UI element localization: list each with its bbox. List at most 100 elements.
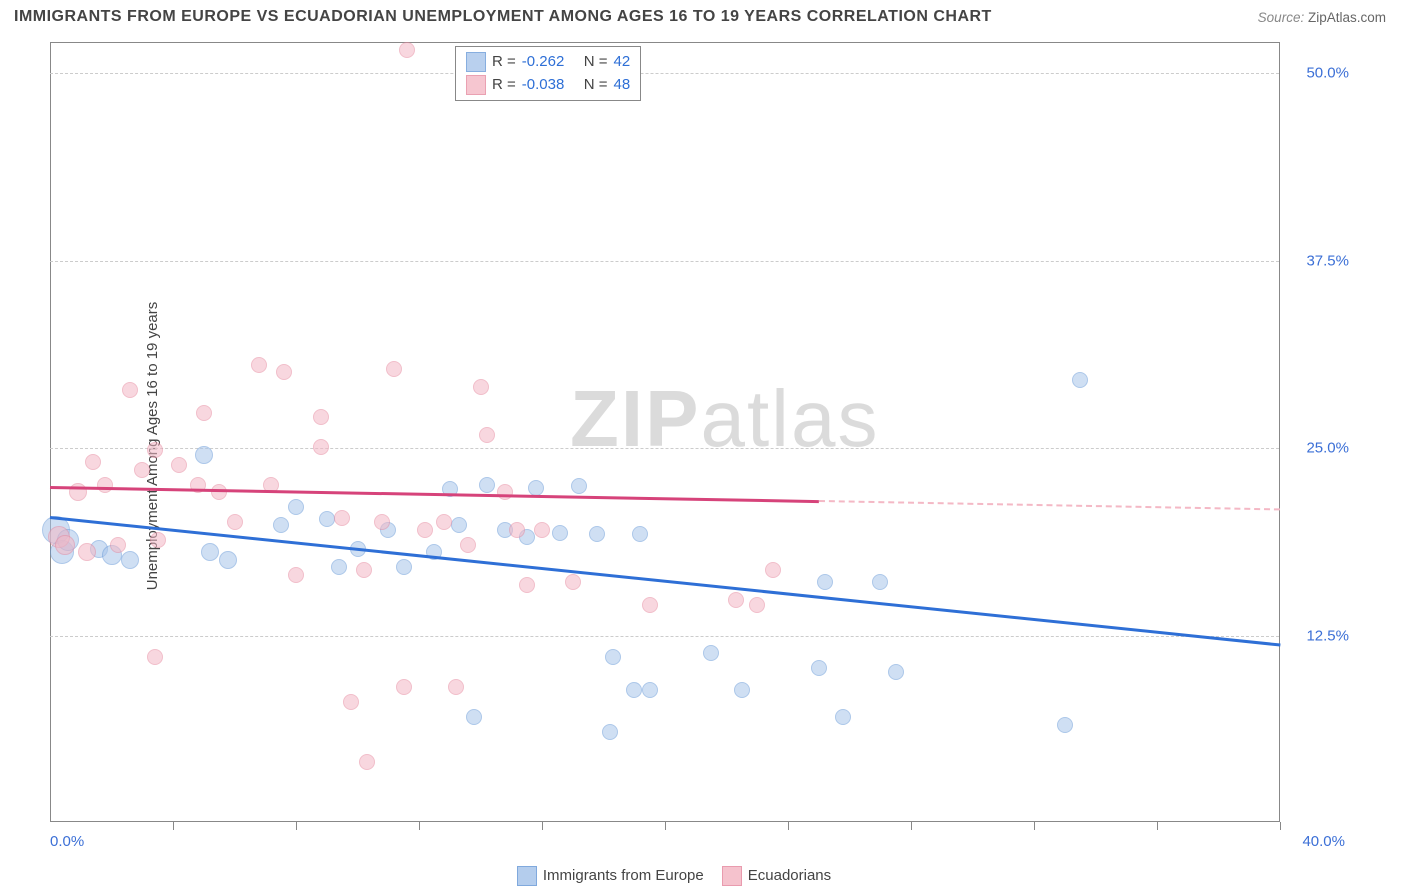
data-point	[319, 511, 335, 527]
x-tick	[1280, 822, 1281, 830]
x-tick	[911, 822, 912, 830]
scatter-plot-area: ZIPatlas 12.5%25.0%37.5%50.0%0.0%40.0%	[50, 42, 1280, 822]
data-point	[147, 649, 163, 665]
y-tick-label: 25.0%	[1289, 440, 1349, 457]
data-point	[147, 442, 163, 458]
data-point	[313, 439, 329, 455]
data-point	[605, 649, 621, 665]
watermark-bold: ZIP	[570, 374, 700, 463]
trend-line-dashed	[819, 500, 1280, 510]
data-point	[479, 427, 495, 443]
r-value: -0.262	[522, 51, 578, 74]
data-point	[466, 709, 482, 725]
data-point	[121, 551, 139, 569]
source-attribution: Source: ZipAtlas.com	[1258, 10, 1386, 25]
n-value: 48	[614, 74, 631, 97]
data-point	[589, 526, 605, 542]
legend-swatch	[722, 866, 742, 886]
y-tick-label: 37.5%	[1289, 252, 1349, 269]
data-point	[888, 664, 904, 680]
n-label: N =	[584, 74, 608, 97]
legend-series: Immigrants from EuropeEcuadorians	[50, 866, 1280, 886]
data-point	[642, 682, 658, 698]
x-tick	[788, 822, 789, 830]
data-point	[734, 682, 750, 698]
data-point	[196, 405, 212, 421]
data-point	[642, 597, 658, 613]
x-tick	[419, 822, 420, 830]
data-point	[97, 477, 113, 493]
legend-swatch	[466, 52, 486, 72]
legend-swatch	[466, 75, 486, 95]
gridline-horizontal	[50, 261, 1279, 262]
y-tick-label: 50.0%	[1289, 65, 1349, 82]
x-tick-label-end: 40.0%	[1302, 833, 1345, 850]
data-point	[571, 478, 587, 494]
data-point	[251, 357, 267, 373]
data-point	[78, 543, 96, 561]
watermark-rest: atlas	[700, 374, 879, 463]
data-point	[626, 682, 642, 698]
data-point	[55, 535, 75, 555]
data-point	[749, 597, 765, 613]
data-point	[519, 577, 535, 593]
data-point	[374, 514, 390, 530]
data-point	[497, 484, 513, 500]
data-point	[1072, 372, 1088, 388]
data-point	[436, 514, 452, 530]
r-label: R =	[492, 74, 516, 97]
data-point	[211, 484, 227, 500]
data-point	[565, 574, 581, 590]
data-point	[528, 480, 544, 496]
x-tick	[542, 822, 543, 830]
data-point	[110, 537, 126, 553]
data-point	[334, 510, 350, 526]
source-label: Source:	[1258, 10, 1305, 25]
x-tick	[1034, 822, 1035, 830]
data-point	[343, 694, 359, 710]
watermark: ZIPatlas	[570, 373, 879, 465]
r-label: R =	[492, 51, 516, 74]
n-value: 42	[614, 51, 631, 74]
legend-label: Immigrants from Europe	[543, 867, 704, 884]
data-point	[313, 409, 329, 425]
data-point	[835, 709, 851, 725]
data-point	[632, 526, 648, 542]
data-point	[134, 462, 150, 478]
data-point	[417, 522, 433, 538]
data-point	[451, 517, 467, 533]
legend-stat-row: R = -0.262 N = 42	[466, 51, 630, 74]
gridline-horizontal	[50, 73, 1279, 74]
data-point	[460, 537, 476, 553]
legend-swatch	[517, 866, 537, 886]
x-tick	[296, 822, 297, 830]
data-point	[479, 477, 495, 493]
gridline-horizontal	[50, 448, 1279, 449]
data-point	[201, 543, 219, 561]
data-point	[219, 551, 237, 569]
data-point	[227, 514, 243, 530]
data-point	[122, 382, 138, 398]
data-point	[150, 532, 166, 548]
data-point	[817, 574, 833, 590]
chart-title: IMMIGRANTS FROM EUROPE VS ECUADORIAN UNE…	[14, 8, 992, 26]
data-point	[359, 754, 375, 770]
x-tick	[1157, 822, 1158, 830]
source-value: ZipAtlas.com	[1308, 10, 1386, 25]
n-label: N =	[584, 51, 608, 74]
data-point	[396, 679, 412, 695]
data-point	[473, 379, 489, 395]
trend-line	[50, 486, 819, 503]
data-point	[728, 592, 744, 608]
data-point	[396, 559, 412, 575]
data-point	[288, 499, 304, 515]
x-tick	[173, 822, 174, 830]
data-point	[171, 457, 187, 473]
data-point	[534, 522, 550, 538]
data-point	[552, 525, 568, 541]
data-point	[288, 567, 304, 583]
y-tick-label: 12.5%	[1289, 627, 1349, 644]
data-point	[386, 361, 402, 377]
data-point	[399, 42, 415, 58]
data-point	[85, 454, 101, 470]
